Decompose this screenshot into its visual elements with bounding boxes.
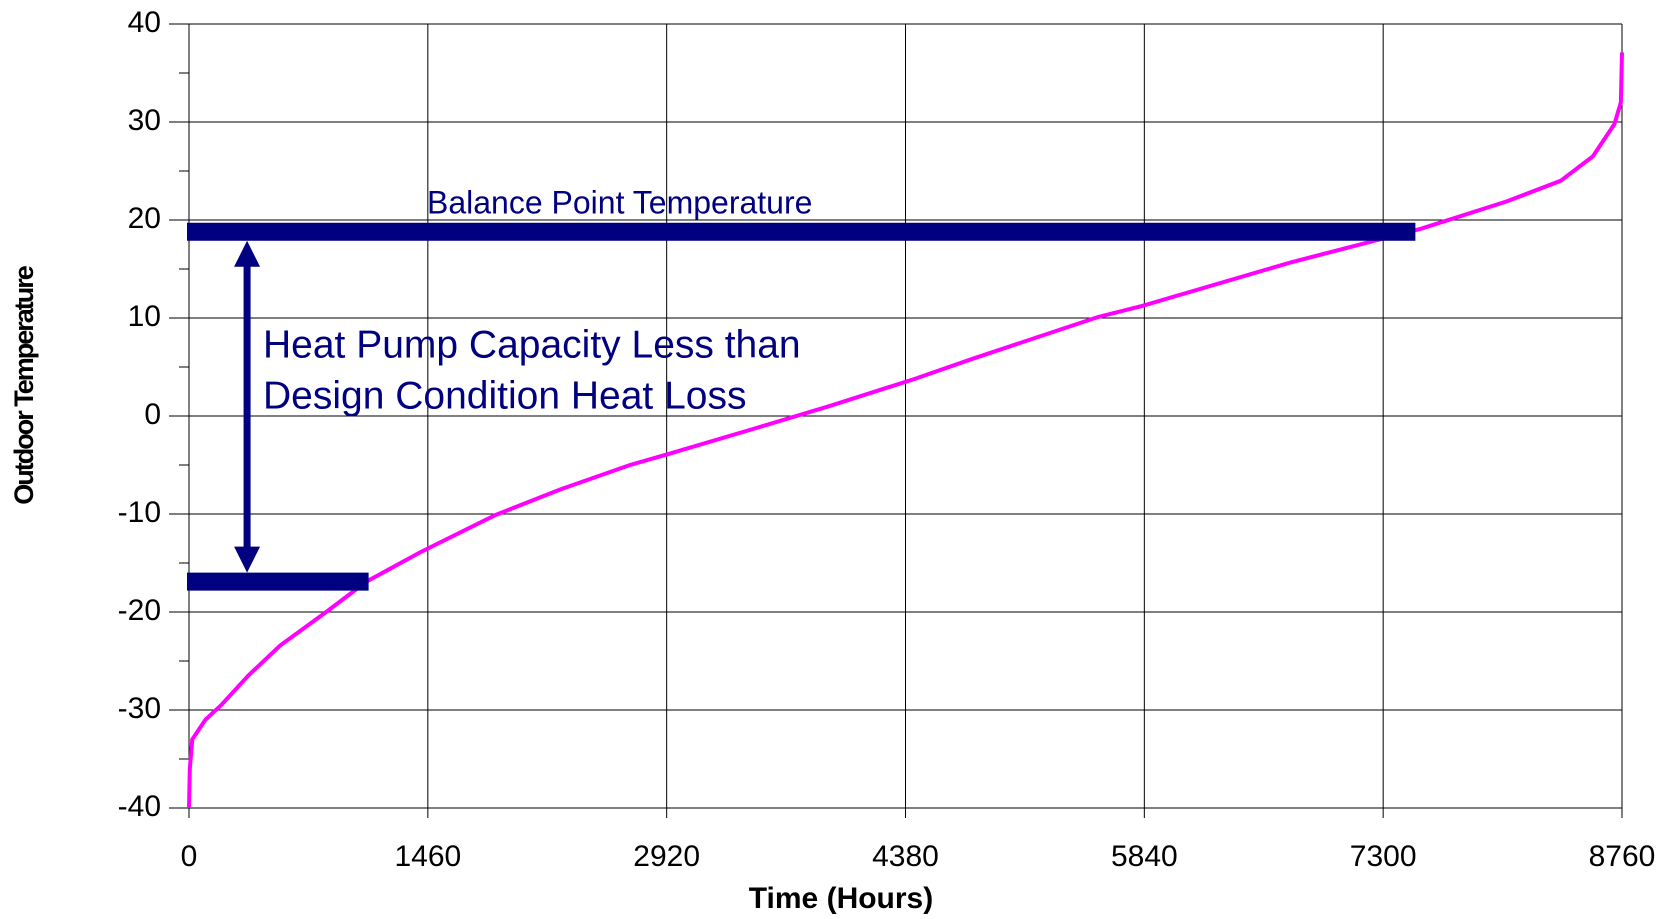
annotation-bar: [187, 572, 369, 591]
x-tick-label: 8760: [1589, 840, 1656, 873]
arrow-head: [234, 240, 261, 267]
y-tick-label: 30: [128, 104, 161, 137]
y-tick-label: 0: [144, 398, 161, 431]
annotation-bar: [187, 222, 1416, 241]
x-tick-label: 0: [181, 840, 198, 873]
arrow-head: [234, 546, 261, 573]
data-line: [187, 52, 1624, 809]
y-tick-label: -10: [118, 496, 161, 529]
annotation-text: Heat Pump Capacity Less than: [263, 323, 801, 366]
y-tick-label: -40: [118, 790, 161, 823]
y-axis-title: Outdoor Temperature: [9, 265, 39, 505]
y-tick-label: 20: [128, 202, 161, 235]
y-tick-label: 40: [128, 6, 161, 39]
x-tick-label: 5840: [1111, 840, 1178, 873]
x-tick-label: 2920: [633, 840, 700, 873]
y-tick-label: -30: [118, 692, 161, 725]
x-tick-label: 1460: [394, 840, 461, 873]
annotation-text: Design Condition Heat Loss: [263, 374, 746, 417]
x-tick-label: 7300: [1350, 840, 1417, 873]
y-tick-label: -20: [118, 594, 161, 627]
x-axis-title: Time (Hours): [749, 882, 933, 915]
y-tick-label: 10: [128, 300, 161, 333]
x-tick-label: 4380: [872, 840, 939, 873]
annotation-text: Balance Point Temperature: [427, 184, 812, 220]
